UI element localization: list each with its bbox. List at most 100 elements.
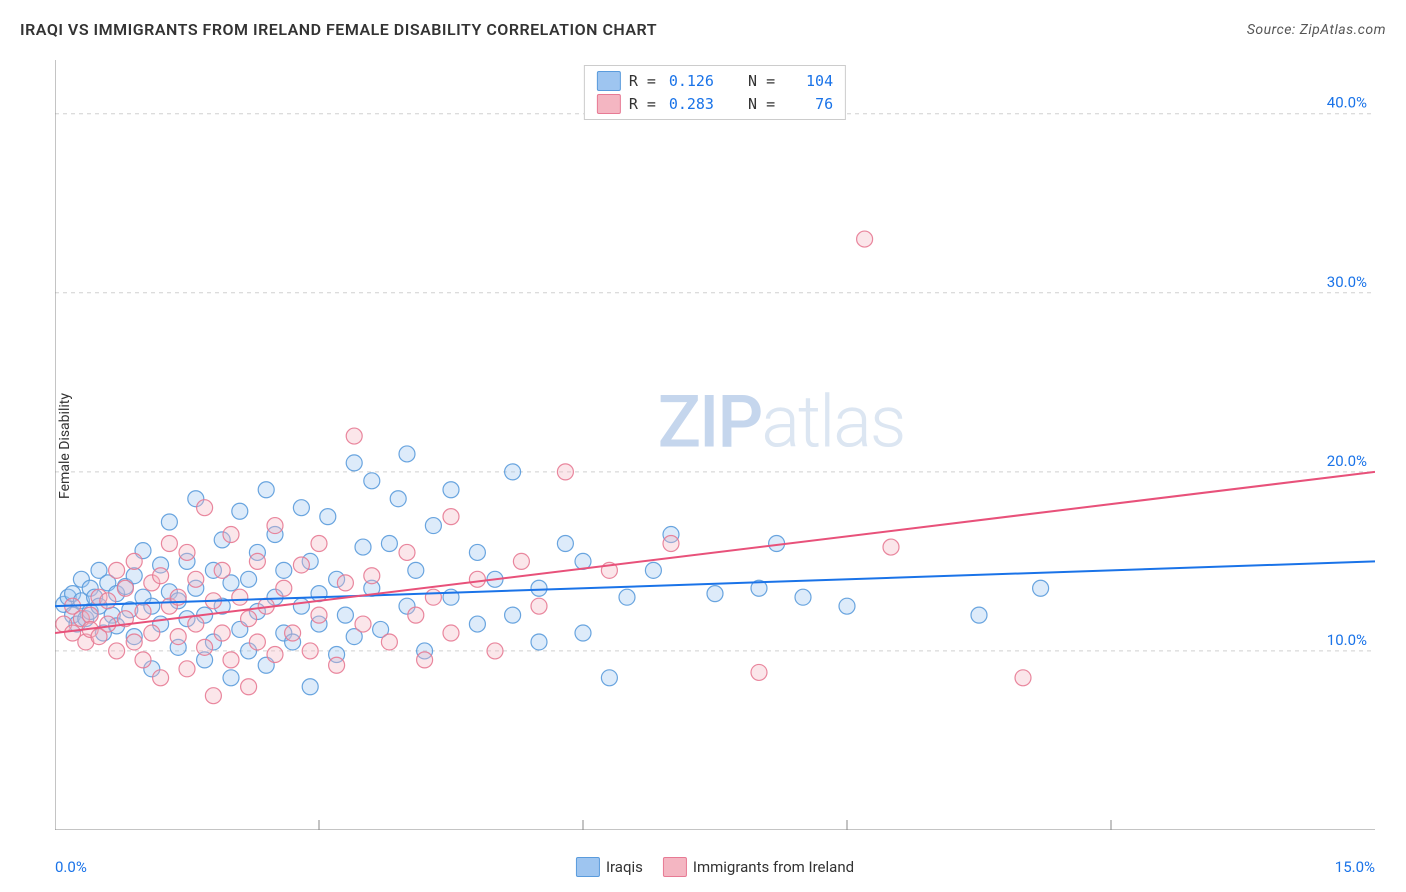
scatter-point xyxy=(241,611,257,627)
scatter-point xyxy=(417,652,433,668)
r-value: 0.283 xyxy=(664,93,714,116)
scatter-point xyxy=(531,634,547,650)
scatter-point xyxy=(329,657,345,673)
scatter-point xyxy=(188,571,204,587)
y-tick-label: 20.0% xyxy=(1327,452,1367,470)
scatter-point xyxy=(197,639,213,655)
scatter-point xyxy=(408,562,424,578)
scatter-point xyxy=(364,568,380,584)
scatter-point xyxy=(619,589,635,605)
scatter-point xyxy=(601,670,617,686)
scatter-point xyxy=(223,670,239,686)
scatter-point xyxy=(179,544,195,560)
scatter-point xyxy=(161,535,177,551)
scatter-point xyxy=(857,231,873,247)
legend-label: Immigrants from Ireland xyxy=(693,858,854,876)
scatter-point xyxy=(135,652,151,668)
scatter-point xyxy=(311,535,327,551)
n-label: N = xyxy=(748,70,775,93)
scatter-point xyxy=(170,629,186,645)
series-legend: Iraqis Immigrants from Ireland xyxy=(576,857,854,877)
legend-swatch xyxy=(597,71,621,91)
n-value: 104 xyxy=(783,70,833,93)
scatter-point xyxy=(302,679,318,695)
scatter-point xyxy=(153,670,169,686)
scatter-point xyxy=(575,625,591,641)
scatter-point xyxy=(188,616,204,632)
scatter-point xyxy=(153,568,169,584)
scatter-point xyxy=(390,491,406,507)
legend-swatch xyxy=(597,94,621,114)
scatter-point xyxy=(302,643,318,659)
source-attribution: Source: ZipAtlas.com xyxy=(1247,22,1386,38)
scatter-point xyxy=(408,607,424,623)
scatter-point xyxy=(267,518,283,534)
scatter-point xyxy=(883,539,899,555)
scatter-point xyxy=(355,539,371,555)
scatter-point xyxy=(241,571,257,587)
scatter-point xyxy=(311,607,327,623)
scatter-point xyxy=(469,571,485,587)
scatter-point xyxy=(399,544,415,560)
scatter-point xyxy=(839,598,855,614)
y-tick-label: 30.0% xyxy=(1327,273,1367,291)
y-tick-label: 10.0% xyxy=(1327,631,1367,649)
scatter-point xyxy=(117,580,133,596)
scatter-point xyxy=(293,598,309,614)
scatter-point xyxy=(443,625,459,641)
scatter-point xyxy=(276,580,292,596)
scatter-point xyxy=(320,509,336,525)
scatter-point xyxy=(1033,580,1049,596)
scatter-point xyxy=(425,518,441,534)
scatter-point xyxy=(100,593,116,609)
chart-svg: 10.0% 20.0% 30.0% 40.0% xyxy=(55,60,1375,830)
scatter-point xyxy=(707,586,723,602)
scatter-point xyxy=(197,500,213,516)
scatter-point xyxy=(487,643,503,659)
x-axis-bar: 0.0% IraqisImmigrants from Ireland 15.0% xyxy=(55,852,1375,882)
scatter-point xyxy=(126,553,142,569)
scatter-point xyxy=(276,562,292,578)
scatter-point xyxy=(205,688,221,704)
scatter-point xyxy=(971,607,987,623)
legend-swatch xyxy=(663,857,687,877)
scatter-point xyxy=(381,634,397,650)
scatter-point xyxy=(249,634,265,650)
scatter-point xyxy=(381,535,397,551)
scatter-point xyxy=(144,625,160,641)
scatter-point xyxy=(109,562,125,578)
scatter-point xyxy=(232,503,248,519)
scatter-point xyxy=(469,544,485,560)
plot-area: ZIPatlas 10.0%20.0%30.0%40.0% R =0.126 N… xyxy=(55,60,1375,830)
scatter-point xyxy=(223,527,239,543)
scatter-point xyxy=(293,557,309,573)
scatter-point xyxy=(355,616,371,632)
n-label: N = xyxy=(748,93,775,116)
scatter-point xyxy=(135,604,151,620)
scatter-point xyxy=(82,607,98,623)
scatter-point xyxy=(337,607,353,623)
scatter-point xyxy=(126,634,142,650)
scatter-point xyxy=(241,679,257,695)
y-tick-label: 40.0% xyxy=(1327,94,1367,112)
scatter-point xyxy=(258,482,274,498)
scatter-point xyxy=(443,509,459,525)
scatter-point xyxy=(425,589,441,605)
scatter-point xyxy=(346,455,362,471)
scatter-point xyxy=(531,598,547,614)
scatter-point xyxy=(285,625,301,641)
scatter-point xyxy=(557,535,573,551)
series-iraqis xyxy=(56,446,1049,695)
scatter-point xyxy=(232,589,248,605)
scatter-point xyxy=(100,616,116,632)
scatter-point xyxy=(249,553,265,569)
scatter-point xyxy=(109,643,125,659)
scatter-point xyxy=(505,607,521,623)
n-value: 76 xyxy=(783,93,833,116)
scatter-point xyxy=(214,562,230,578)
legend-label: Iraqis xyxy=(606,858,643,876)
scatter-point xyxy=(795,589,811,605)
scatter-point xyxy=(161,514,177,530)
legend-item-ireland: Immigrants from Ireland xyxy=(663,857,854,877)
scatter-point xyxy=(399,446,415,462)
